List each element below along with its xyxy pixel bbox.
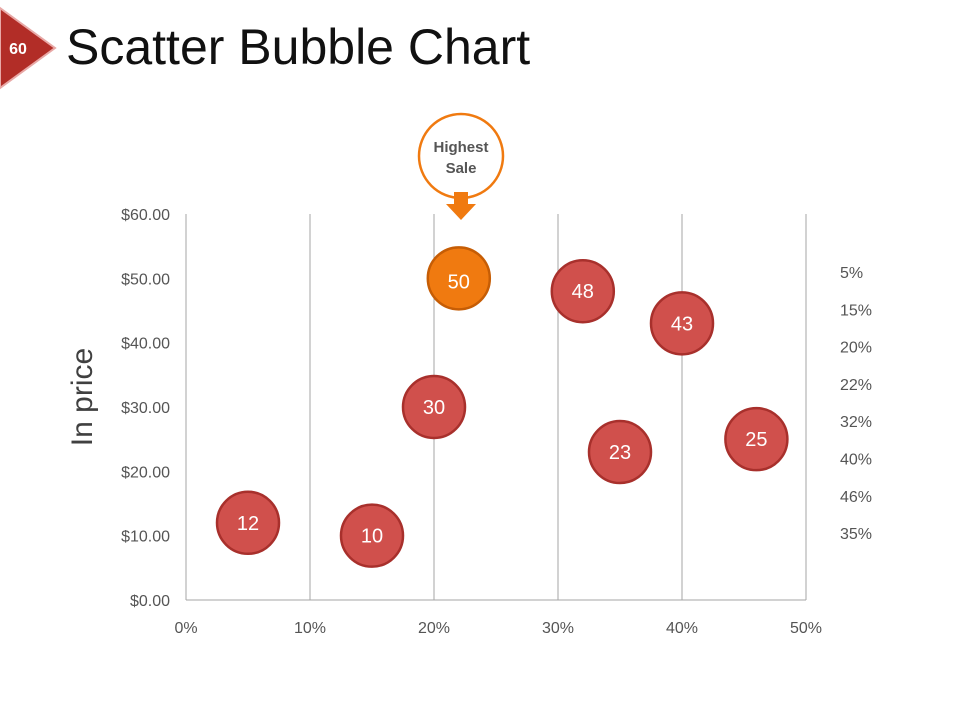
badge-shape	[0, 6, 57, 90]
y-tick-label: $60.00	[121, 207, 170, 224]
callout-text-line1: Highest	[433, 139, 488, 156]
side-label: 20%	[840, 340, 872, 357]
slide-number-badge: 60	[0, 6, 57, 90]
bubble	[550, 258, 616, 324]
bubble-label: 25	[745, 429, 767, 451]
y-tick-label: $30.00	[121, 400, 170, 417]
callout-circle	[417, 112, 505, 200]
side-label: 22%	[840, 377, 872, 394]
side-label: 35%	[840, 526, 872, 543]
bubble-label: 43	[671, 313, 693, 335]
x-tick-label: 50%	[790, 620, 822, 637]
bubble	[401, 374, 467, 440]
bubble	[587, 419, 653, 485]
x-tick-label: 10%	[294, 620, 326, 637]
bubble-label: 10	[361, 526, 383, 548]
bubble-layer: 12 10 30 50 48 23 43 25	[215, 246, 789, 568]
y-tick-label: $0.00	[130, 593, 170, 610]
axis-layer: 0% 10% 20% 30% 40% 50% $0.00 $10.00 $20.00 $30.00…	[121, 207, 822, 637]
x-tick-label: 40%	[666, 620, 698, 637]
side-label: 5%	[840, 265, 863, 282]
side-label: 32%	[840, 414, 872, 431]
side-label: 46%	[840, 489, 872, 506]
bubble-label: 23	[609, 442, 631, 464]
bubble-highlight	[426, 246, 492, 311]
page-title: Scatter Bubble Chart	[66, 19, 531, 75]
bubble-label: 12	[237, 513, 259, 535]
slide-number: 60	[9, 41, 27, 58]
bubble-label: 30	[423, 397, 445, 419]
y-tick-label: $10.00	[121, 529, 170, 546]
x-tick-label: 20%	[418, 620, 450, 637]
y-tick-label: $20.00	[121, 464, 170, 481]
grid-layer	[185, 214, 807, 600]
y-tick-label: $40.00	[121, 336, 170, 353]
callout-text-line2: Sale	[446, 160, 477, 177]
bubble	[724, 406, 789, 472]
bubble	[215, 490, 281, 556]
x-tick-label: 30%	[542, 620, 574, 637]
callout-arrow-icon	[446, 192, 476, 220]
y-tick-label: $50.00	[121, 271, 170, 288]
bubble	[649, 291, 715, 356]
x-tick-label: 0%	[174, 620, 197, 637]
side-label: 15%	[840, 302, 872, 319]
bubble	[339, 503, 405, 568]
bubble-label: 50	[448, 271, 470, 293]
highest-sale-callout: Highest Sale	[417, 112, 505, 220]
y-axis-label: In price	[66, 348, 99, 446]
side-label: 40%	[840, 452, 872, 469]
bubble-label: 48	[572, 281, 594, 303]
side-label-list: 5% 15% 20% 22% 32% 40% 46% 35%	[840, 265, 872, 543]
